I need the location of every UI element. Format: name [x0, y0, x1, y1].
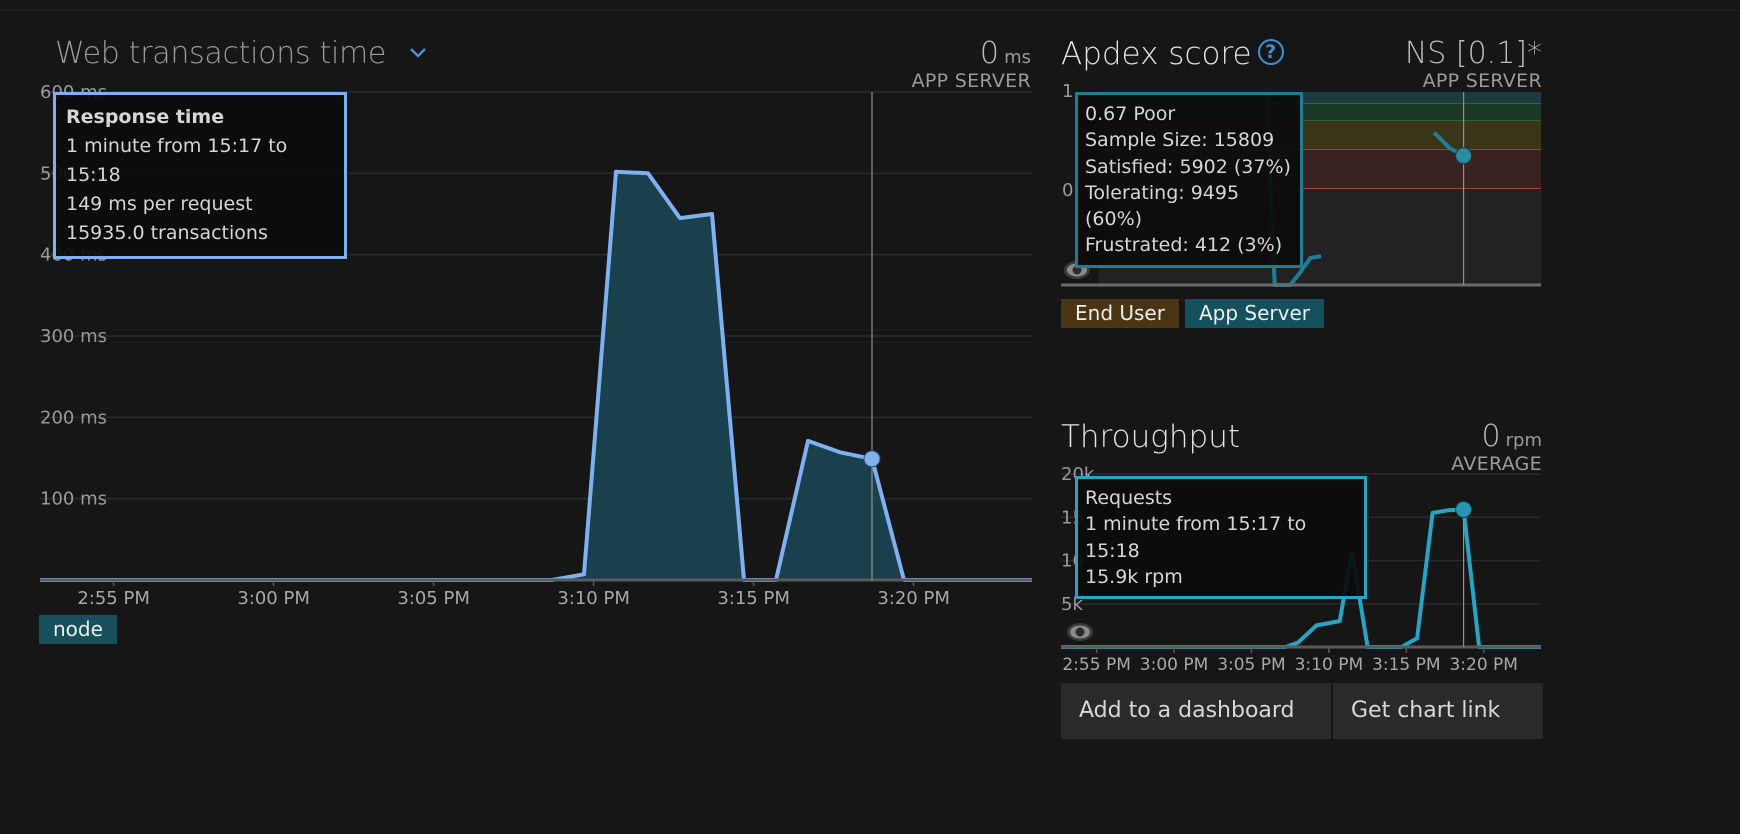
apdex-ytick: 1	[1062, 81, 1073, 102]
x-tick-label: 3:10 PM	[557, 588, 630, 609]
end-user-button[interactable]: End User	[1061, 299, 1179, 328]
eye-icon[interactable]	[1067, 623, 1093, 641]
x-tick-label: 3:10 PM	[1295, 655, 1364, 675]
tooltip-line: Sample Size: 15809	[1085, 127, 1293, 153]
x-tick-label: 3:00 PM	[237, 588, 310, 609]
throughput-unit: rpm	[1506, 430, 1542, 451]
tooltip-line: 1 minute from 15:17 to 15:18	[1085, 511, 1357, 564]
get-chart-link-button[interactable]: Get chart link	[1333, 683, 1543, 739]
apdex-title-text: Apdex score	[1061, 36, 1252, 72]
x-tick-label: 3:20 PM	[877, 588, 950, 609]
x-tick-label: 3:05 PM	[397, 588, 470, 609]
response-time-tooltip: Response time 1 minute from 15:17 to 15:…	[53, 92, 347, 259]
y-tick-label: 200 ms	[40, 407, 107, 428]
apdex-tooltip: 0.67 Poor Sample Size: 15809 Satisfied: …	[1075, 92, 1303, 268]
y-tick-label: 100 ms	[40, 489, 107, 510]
x-tick-label: 3:15 PM	[717, 588, 790, 609]
x-tick-label: 2:55 PM	[77, 588, 150, 609]
throughput-value: 0 rpm	[1481, 419, 1542, 454]
x-tick-label: 3:00 PM	[1140, 655, 1209, 675]
add-to-dashboard-button[interactable]: Add to a dashboard	[1061, 683, 1331, 739]
tooltip-line: 149 ms per request	[66, 190, 334, 219]
web-panel-title[interactable]: Web transactions time	[55, 36, 427, 71]
throughput-title: Throughput	[1061, 419, 1240, 455]
web-value: 0	[980, 36, 999, 71]
throughput-tooltip: Requests 1 minute from 15:17 to 15:18 15…	[1075, 476, 1367, 599]
tooltip-line: 1 minute from 15:17 to 15:18	[66, 132, 334, 190]
throughput-x-ticks: 2:55 PM 3:00 PM 3:05 PM 3:10 PM 3:15 PM 3:20 …	[1062, 647, 1518, 675]
tooltip-line: 15.9k rpm	[1085, 564, 1357, 590]
throughput-number: 0	[1481, 419, 1500, 454]
tooltip-title: Response time	[66, 103, 334, 132]
top-divider	[0, 10, 1740, 11]
web-x-ticks: 2:55 PM 3:00 PM 3:05 PM 3:10 PM 3:15 PM 3:20 …	[77, 580, 950, 609]
x-tick-label: 3:20 PM	[1449, 655, 1518, 675]
web-panel-value: 0 ms	[980, 36, 1031, 71]
hover-marker	[864, 451, 880, 467]
apdex-title: Apdex score?	[1061, 36, 1284, 72]
x-tick-label: 2:55 PM	[1062, 655, 1131, 675]
tooltip-line: Frustrated: 412 (3%)	[1085, 232, 1293, 258]
apdex-value: NS [0.1]*	[1405, 36, 1542, 71]
y-tick-label: 300 ms	[40, 326, 107, 347]
tooltip-line: Tolerating: 9495 (60%)	[1085, 180, 1293, 233]
tooltip-line: 0.67 Poor	[1085, 101, 1293, 127]
tooltip-line: 15935.0 transactions	[66, 219, 334, 248]
help-icon[interactable]: ?	[1258, 39, 1284, 65]
web-unit: ms	[1004, 47, 1031, 68]
x-tick-label: 3:05 PM	[1217, 655, 1286, 675]
app-server-button[interactable]: App Server	[1185, 299, 1324, 328]
legend-node[interactable]: node	[39, 615, 117, 644]
x-tick-label: 3:15 PM	[1372, 655, 1441, 675]
throughput-marker	[1456, 501, 1472, 517]
web-panel-title-text: Web transactions time	[55, 36, 386, 71]
tooltip-title: Requests	[1085, 485, 1357, 511]
chevron-down-icon[interactable]	[409, 47, 427, 59]
tooltip-line: Satisfied: 5902 (37%)	[1085, 154, 1293, 180]
apdex-marker	[1456, 148, 1472, 164]
